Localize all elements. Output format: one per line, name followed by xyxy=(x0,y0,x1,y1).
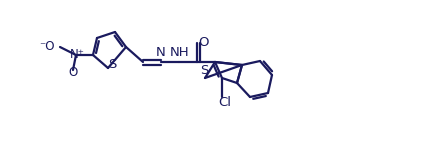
Text: N⁺: N⁺ xyxy=(70,48,85,60)
Text: O: O xyxy=(198,35,208,49)
Text: NH: NH xyxy=(170,46,190,59)
Text: Cl: Cl xyxy=(218,96,232,108)
Text: S: S xyxy=(108,59,116,72)
Text: N: N xyxy=(156,46,166,59)
Text: ⁻O: ⁻O xyxy=(40,39,55,52)
Text: O: O xyxy=(68,66,78,79)
Text: S: S xyxy=(200,63,208,76)
